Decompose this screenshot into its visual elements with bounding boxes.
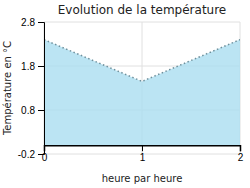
x-axis-title: heure par heure — [102, 173, 183, 184]
x-tick: 2 — [238, 145, 244, 163]
y-axis: -0.2 0.8 1.8 2.8 — [18, 17, 45, 160]
y-tick-mark — [38, 22, 44, 23]
y-tick-label: -0.2 — [18, 149, 36, 160]
y-tick-mark — [38, 110, 44, 111]
x-tick: 1 — [140, 145, 146, 163]
chart: -0.2 0.8 1.8 2.8 0 1 2 Evolution de la températ… — [0, 0, 250, 188]
y-axis-line — [38, 23, 45, 155]
y-tick-label: 2.8 — [21, 17, 35, 28]
x-tick-mark — [44, 145, 45, 151]
y-tick-mark — [38, 66, 44, 67]
y-tick-label: 1.8 — [21, 61, 35, 72]
y-tick: -0.2 — [18, 149, 44, 160]
title: Evolution de la température — [58, 3, 227, 17]
plot: -0.2 0.8 1.8 2.8 0 1 2 — [18, 17, 244, 164]
x-axis: 0 1 2 — [42, 145, 244, 163]
x-tick-mark — [240, 145, 241, 151]
x-tick-mark — [142, 145, 143, 151]
y-tick: 1.8 — [21, 61, 44, 72]
y-axis-title: Température en °C — [2, 41, 13, 136]
line — [44, 40, 240, 82]
y-tick: 0.8 — [21, 105, 44, 116]
grid — [44, 22, 240, 154]
y-tick: 2.8 — [21, 17, 44, 28]
marks — [44, 40, 240, 146]
area — [44, 40, 240, 146]
x-tick-label: 0 — [42, 152, 48, 163]
x-axis-line — [45, 146, 241, 152]
x-tick-label: 1 — [140, 152, 146, 163]
x-tick: 0 — [42, 145, 48, 163]
x-tick-label: 2 — [238, 152, 244, 163]
y-tick-label: 0.8 — [21, 105, 35, 116]
